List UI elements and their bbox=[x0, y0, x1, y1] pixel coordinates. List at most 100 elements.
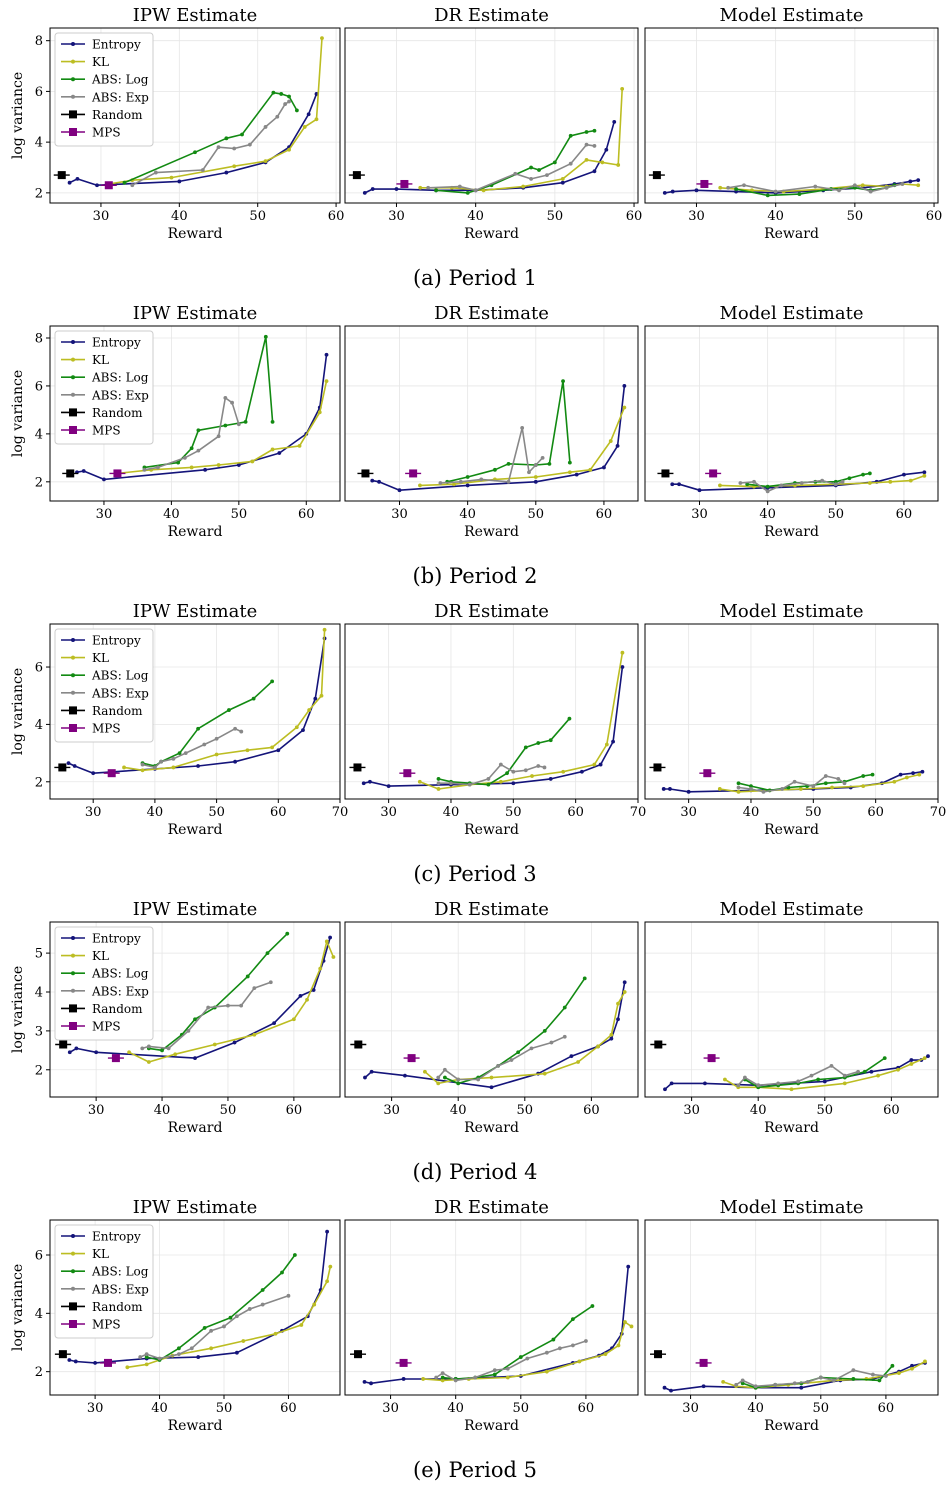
data-point bbox=[856, 1069, 860, 1074]
data-point bbox=[626, 1264, 631, 1269]
data-point bbox=[620, 665, 625, 669]
legend-item: Random bbox=[61, 1300, 143, 1314]
x-tick-label: 60 bbox=[878, 1401, 895, 1416]
x-tick-label: 60 bbox=[926, 209, 943, 224]
data-point bbox=[232, 146, 237, 151]
data-point bbox=[523, 745, 528, 750]
data-point bbox=[805, 1379, 810, 1384]
data-point bbox=[301, 728, 305, 733]
series-line-abs-exp bbox=[139, 1295, 289, 1360]
legend-label: ABS: Exp bbox=[91, 1282, 149, 1296]
data-point bbox=[72, 764, 77, 768]
data-point bbox=[193, 150, 197, 155]
data-point bbox=[792, 1381, 797, 1386]
data-point bbox=[557, 1346, 562, 1351]
data-point bbox=[157, 1356, 162, 1361]
data-point bbox=[401, 1377, 406, 1381]
baseline-marker-random bbox=[352, 171, 361, 180]
data-point bbox=[851, 1377, 856, 1381]
baseline-marker-random bbox=[354, 1350, 363, 1359]
data-point bbox=[291, 1017, 296, 1022]
series-line-abs-exp bbox=[435, 1340, 587, 1382]
x-tick-label: 60 bbox=[883, 1103, 900, 1118]
y-tick-label: 2 bbox=[35, 1365, 43, 1380]
x-tick-label: 30 bbox=[380, 805, 397, 820]
data-point bbox=[544, 1350, 549, 1355]
x-tick-label: 50 bbox=[208, 805, 225, 820]
data-point bbox=[888, 479, 893, 484]
data-point bbox=[299, 1323, 304, 1327]
data-point bbox=[604, 742, 609, 747]
legend-label: Random bbox=[92, 1002, 143, 1016]
data-point bbox=[214, 736, 219, 741]
x-tick-label: 30 bbox=[382, 1401, 399, 1416]
series-line-abs-log bbox=[146, 1254, 296, 1361]
data-point bbox=[260, 1288, 265, 1292]
data-point bbox=[592, 169, 597, 174]
data-point bbox=[417, 779, 422, 784]
data-point bbox=[397, 488, 402, 493]
data-point bbox=[250, 459, 255, 464]
legend: Entropy KL ABS: Log ABS: Exp Random MPS bbox=[54, 32, 154, 147]
data-point bbox=[74, 1046, 79, 1051]
panel: 30 40 50 60 Model Estimate Reward bbox=[644, 899, 939, 1136]
baseline-marker-random bbox=[354, 1040, 363, 1049]
data-point bbox=[317, 410, 322, 415]
x-axis-label: Reward bbox=[168, 1418, 223, 1434]
data-point bbox=[243, 419, 248, 424]
data-point bbox=[548, 738, 553, 743]
baseline-marker-mps bbox=[104, 181, 113, 190]
data-point bbox=[922, 1056, 927, 1061]
series-line-abs-log bbox=[447, 380, 571, 483]
data-point bbox=[209, 1328, 214, 1333]
data-point bbox=[629, 1324, 634, 1329]
x-axis-label: Reward bbox=[464, 822, 519, 838]
x-axis-label: Reward bbox=[464, 1120, 519, 1136]
legend-item: Entropy bbox=[61, 336, 141, 350]
data-point bbox=[436, 787, 441, 791]
data-point bbox=[247, 142, 252, 147]
x-axis-label: Reward bbox=[764, 524, 819, 540]
data-point bbox=[552, 160, 557, 165]
data-point bbox=[270, 419, 275, 424]
panel-title: DR Estimate bbox=[434, 601, 549, 622]
data-point bbox=[588, 467, 593, 472]
data-point bbox=[860, 183, 865, 188]
data-point bbox=[457, 184, 462, 189]
data-point bbox=[909, 1062, 914, 1066]
data-point bbox=[509, 1058, 514, 1062]
panel-title: Model Estimate bbox=[720, 1197, 864, 1218]
data-point bbox=[368, 779, 372, 784]
y-tick-label: 4 bbox=[35, 136, 43, 151]
x-tick-label: 50 bbox=[513, 1401, 530, 1416]
data-point bbox=[523, 768, 528, 773]
x-tick-label: 40 bbox=[154, 1103, 171, 1118]
series-line-kl bbox=[419, 407, 626, 487]
data-point bbox=[910, 1366, 914, 1371]
data-point bbox=[127, 1050, 131, 1055]
data-point bbox=[263, 334, 268, 339]
subfigure-caption: (b) Period 2 bbox=[413, 564, 538, 588]
legend-swatch-marker bbox=[71, 673, 75, 678]
x-tick-label: 60 bbox=[567, 805, 584, 820]
legend-label: Random bbox=[92, 1300, 143, 1314]
data-point bbox=[370, 187, 375, 191]
legend-item: MPS bbox=[61, 722, 121, 736]
data-point bbox=[738, 481, 743, 485]
legend-item: Random bbox=[61, 406, 143, 420]
data-point bbox=[224, 136, 229, 141]
data-point bbox=[146, 1060, 151, 1064]
x-tick-label: 60 bbox=[896, 507, 913, 522]
data-point bbox=[916, 178, 921, 183]
legend: Entropy KL ABS: Log ABS: Exp Random MPS bbox=[54, 330, 154, 445]
y-tick-label: 2 bbox=[35, 1063, 43, 1078]
data-point bbox=[239, 729, 244, 734]
legend-swatch-marker bbox=[71, 638, 75, 642]
data-point bbox=[287, 147, 291, 152]
panel-title: IPW Estimate bbox=[133, 1197, 258, 1218]
x-tick-label: 50 bbox=[828, 507, 845, 522]
data-point bbox=[169, 175, 174, 180]
data-point bbox=[749, 787, 753, 791]
baseline-marker-random bbox=[59, 1040, 68, 1049]
data-point bbox=[166, 1046, 171, 1051]
